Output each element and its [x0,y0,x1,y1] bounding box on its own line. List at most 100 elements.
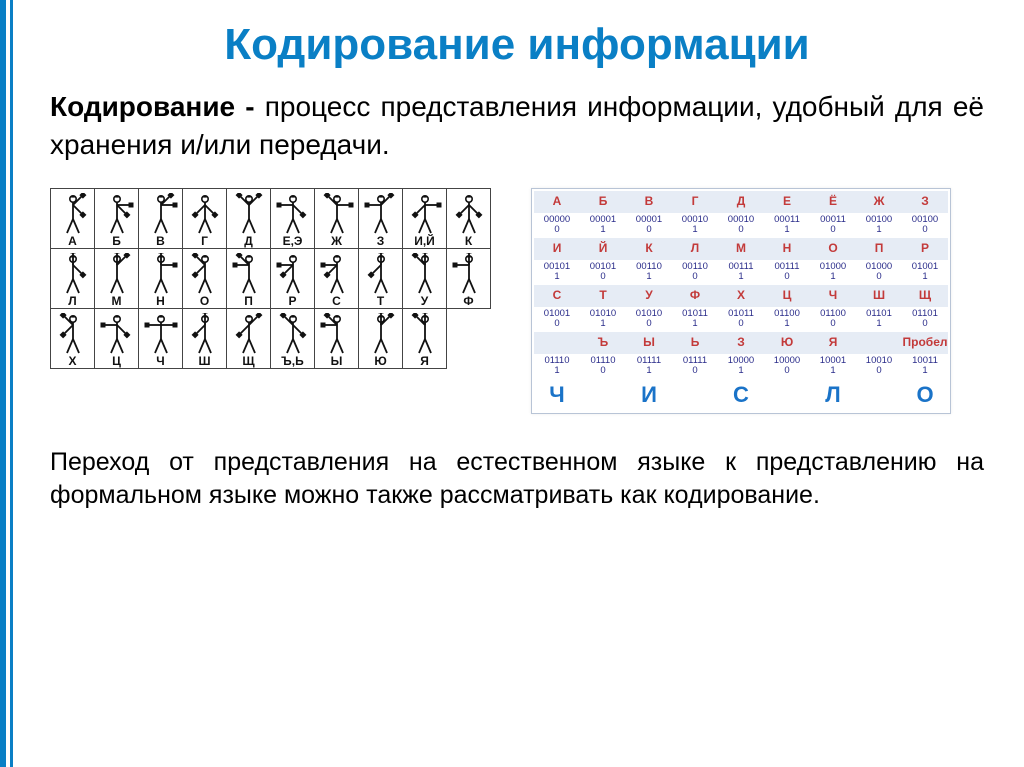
semaphore-cell: Б [95,188,139,248]
semaphore-cell: В [139,188,183,248]
semaphore-cell: И,Й [403,188,447,248]
binary-header-cell: Х [718,285,764,307]
semaphore-fig [403,313,446,355]
binary-data-cell: 00001 1 [580,213,626,238]
binary-data-cell: 00111 0 [764,260,810,285]
semaphore-label: Р [271,295,314,307]
semaphore-cell: Г [183,188,227,248]
semaphore-fig [139,313,182,355]
binary-data-cell: 01110 0 [580,354,626,379]
binary-header-cell: Ы [626,332,672,354]
semaphore-label: У [403,295,446,307]
binary-data-cell: 01111 0 [672,354,718,379]
binary-table-wrap: АБВГДЕЁЖЗ00000 000001 100001 000010 1000… [531,188,951,414]
semaphore-cell: Ф [447,248,491,308]
semaphore-cell: Р [271,248,315,308]
binary-header-cell: М [718,238,764,260]
semaphore-cell: М [95,248,139,308]
binary-data-cell: 01100 0 [810,307,856,332]
semaphore-label: М [95,295,138,307]
semaphore-label: Ш [183,355,226,367]
binary-data-cell: 10011 1 [902,354,948,379]
binary-word-cell [580,379,626,411]
binary-data-cell: 01001 1 [902,260,948,285]
binary-data-cell: 01110 1 [534,354,580,379]
binary-header-cell: Л [672,238,718,260]
semaphore-cell: Ю [359,308,403,368]
binary-word-cell: И [626,379,672,411]
semaphore-fig [315,253,358,295]
binary-word-cell [856,379,902,411]
semaphore-cell: Ч [139,308,183,368]
semaphore-fig [447,193,490,235]
binary-header-cell: З [902,191,948,213]
semaphore-table: А Б В [50,188,491,369]
semaphore-label: З [359,235,402,247]
semaphore-label: П [227,295,270,307]
semaphore-label: В [139,235,182,247]
semaphore-cell: П [227,248,271,308]
binary-header-cell: Й [580,238,626,260]
slide: Кодирование информации Кодирование - про… [0,0,1024,767]
semaphore-fig [227,253,270,295]
semaphore-label: Я [403,355,446,367]
binary-header-cell: Пробел [902,332,948,354]
semaphore-label: Ю [359,355,402,367]
semaphore-cell: Я [403,308,447,368]
semaphore-fig [447,253,490,295]
binary-word-cell [764,379,810,411]
semaphore-cell: К [447,188,491,248]
binary-header-cell: О [810,238,856,260]
semaphore-label: Ж [315,235,358,247]
binary-header-cell: Ф [672,285,718,307]
definition-text: Кодирование - процесс представления инфо… [50,88,984,164]
semaphore-label: Б [95,235,138,247]
semaphore-label: А [51,235,94,247]
binary-header-cell: Ч [810,285,856,307]
binary-data-cell: 00110 1 [626,260,672,285]
semaphore-fig [271,313,314,355]
semaphore-fig [359,313,402,355]
binary-data-cell: 00100 1 [856,213,902,238]
semaphore-cell: Л [51,248,95,308]
binary-header-cell: Г [672,191,718,213]
binary-header-cell: Ъ [580,332,626,354]
binary-header-cell [856,332,902,354]
left-stripe-thin [10,0,13,767]
semaphore-label: Ъ,Ь [271,355,314,367]
binary-data-cell: 10000 0 [764,354,810,379]
semaphore-cell: У [403,248,447,308]
binary-data-cell: 00100 0 [902,213,948,238]
semaphore-fig [51,313,94,355]
semaphore-label: С [315,295,358,307]
binary-data-cell: 01010 1 [580,307,626,332]
semaphore-label: О [183,295,226,307]
binary-data-cell: 10010 0 [856,354,902,379]
semaphore-label: Л [51,295,94,307]
semaphore-cell: Д [227,188,271,248]
visuals-row: А Б В [50,188,984,414]
semaphore-cell: Ы [315,308,359,368]
semaphore-fig [403,253,446,295]
semaphore-fig [183,253,226,295]
binary-data-cell: 00000 0 [534,213,580,238]
semaphore-fig [139,253,182,295]
binary-header-cell: К [626,238,672,260]
binary-word-cell: С [718,379,764,411]
binary-data-cell: 01101 1 [856,307,902,332]
binary-header-cell: Б [580,191,626,213]
binary-data-cell: 00011 0 [810,213,856,238]
semaphore-cell: Ш [183,308,227,368]
binary-header-cell: Ё [810,191,856,213]
binary-header-cell: Ш [856,285,902,307]
binary-header-cell: В [626,191,672,213]
binary-word-cell: Ч [534,379,580,411]
binary-data-cell: 01001 0 [534,307,580,332]
semaphore-fig [359,193,402,235]
semaphore-cell: Ц [95,308,139,368]
semaphore-fig [271,253,314,295]
binary-header-cell: А [534,191,580,213]
binary-data-cell: 01011 1 [672,307,718,332]
semaphore-label: Н [139,295,182,307]
semaphore-fig [183,193,226,235]
